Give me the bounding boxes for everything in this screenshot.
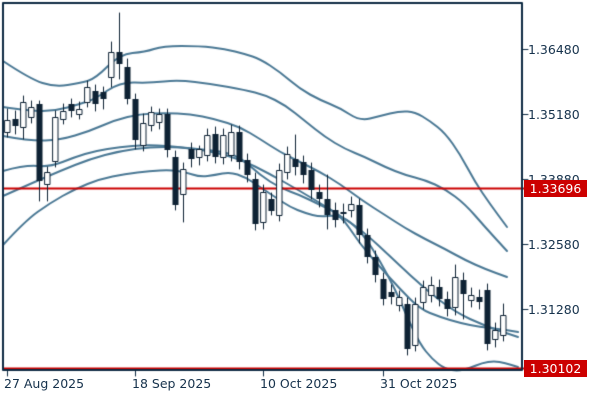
y-axis-label: 1.35180: [528, 106, 580, 122]
y-axis-label: 1.32580: [528, 236, 580, 252]
price-level-badge-upper: 1.33696: [524, 180, 587, 197]
y-axis-label: 1.31280: [528, 301, 580, 317]
x-axis-label: 27 Aug 2025: [4, 376, 85, 391]
price-level-badge-lower: 1.30102: [524, 360, 587, 377]
x-axis-label: 31 Oct 2025: [380, 376, 458, 391]
y-axis-label: 1.36480: [528, 41, 580, 57]
x-axis-label: 10 Oct 2025: [260, 376, 338, 391]
x-axis-label: 18 Sep 2025: [132, 376, 212, 391]
